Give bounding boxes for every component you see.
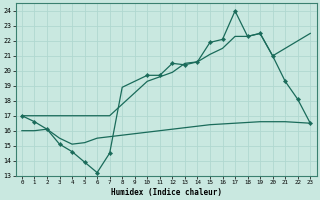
X-axis label: Humidex (Indice chaleur): Humidex (Indice chaleur) xyxy=(111,188,221,197)
